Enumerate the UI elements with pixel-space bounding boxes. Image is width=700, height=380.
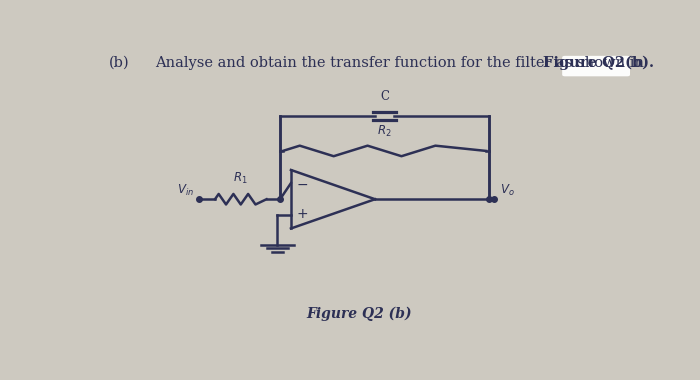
Text: Figure Q2 (b): Figure Q2 (b) <box>306 306 412 321</box>
Text: −: − <box>296 177 308 192</box>
Text: +: + <box>296 207 308 221</box>
Text: $V_{in}$: $V_{in}$ <box>177 183 195 198</box>
Text: $R_1$: $R_1$ <box>233 171 248 186</box>
Text: Analyse and obtain the transfer function for the filter as shown in: Analyse and obtain the transfer function… <box>155 56 649 70</box>
Text: (b): (b) <box>109 56 130 70</box>
Text: $R_2$: $R_2$ <box>377 124 392 139</box>
Text: C: C <box>380 90 389 103</box>
Text: Figure Q2(b).: Figure Q2(b). <box>543 56 655 70</box>
Text: $V_o$: $V_o$ <box>500 183 514 198</box>
FancyBboxPatch shape <box>562 56 630 76</box>
